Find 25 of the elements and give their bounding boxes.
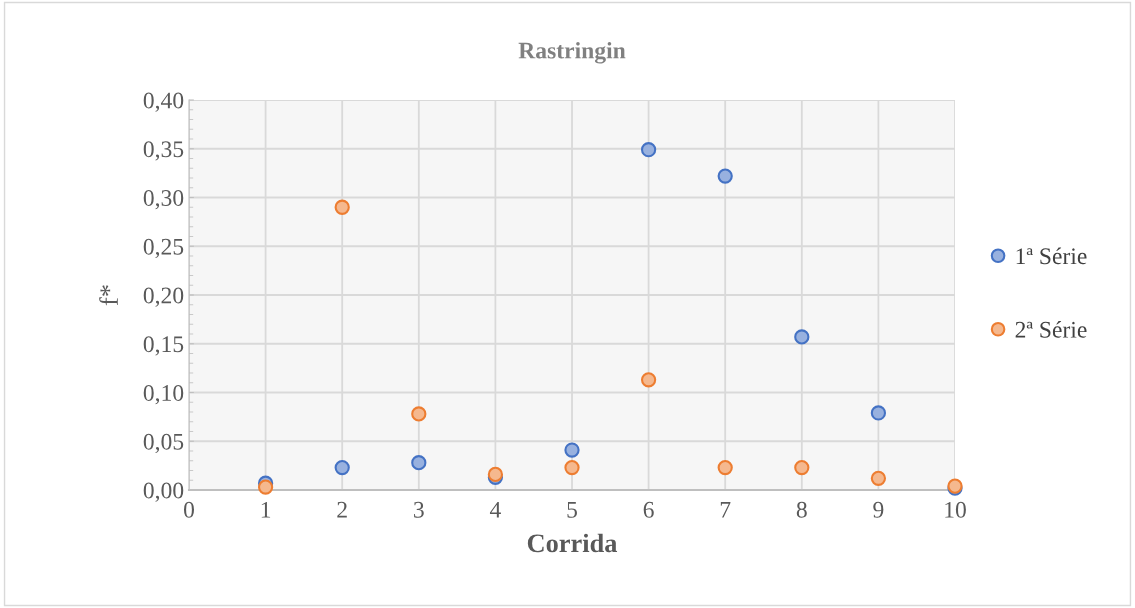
- y-axis-title: f*: [99, 285, 118, 306]
- y-tick-label: 0,40: [143, 92, 184, 112]
- y-tick-label: 0,20: [143, 287, 184, 307]
- y-tick-label: 0,05: [143, 433, 184, 454]
- x-tick-label: 8: [796, 501, 807, 518]
- legend-label: 1ª Série: [1016, 247, 1087, 265]
- x-tick-label: 10: [945, 501, 966, 518]
- y-tick-label: 0,30: [143, 189, 184, 210]
- y-tick-label: 0,15: [143, 336, 184, 356]
- x-tick-label: 9: [873, 501, 884, 518]
- x-tick-label: 4: [489, 501, 501, 518]
- y-tick-label: 0,10: [143, 384, 184, 405]
- x-tick-label: 2: [337, 501, 347, 518]
- y-tick-label: 0,00: [143, 482, 184, 502]
- x-tick-label: 3: [414, 501, 424, 518]
- x-tick-label: 6: [643, 501, 654, 518]
- y-tick-label: 0,35: [143, 141, 184, 161]
- x-tick-label: 5: [567, 502, 577, 518]
- legend-label: 2ª Série: [1015, 321, 1087, 338]
- chart-title: Rastringin: [518, 41, 626, 64]
- x-tick-label: 7: [720, 502, 731, 518]
- x-tick-label: 0: [184, 501, 194, 518]
- x-axis-title: Corrida: [527, 533, 618, 553]
- x-tick-label: 1: [261, 501, 271, 518]
- y-tick-label: 0,25: [143, 238, 184, 259]
